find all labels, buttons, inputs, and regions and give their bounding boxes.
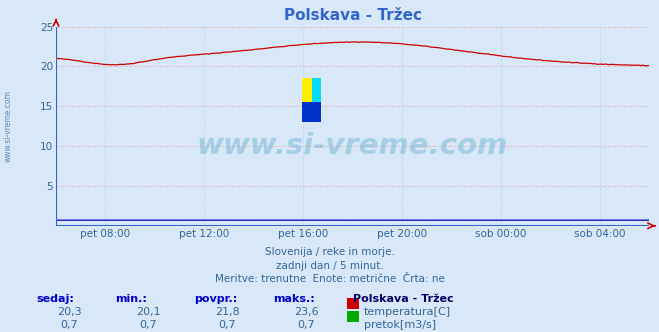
Text: Slovenija / reke in morje.: Slovenija / reke in morje. <box>264 247 395 257</box>
Text: zadnji dan / 5 minut.: zadnji dan / 5 minut. <box>275 261 384 271</box>
Bar <box>312 78 321 103</box>
Bar <box>302 78 312 103</box>
Text: 0,7: 0,7 <box>219 320 236 330</box>
Text: Meritve: trenutne  Enote: metrične  Črta: ne: Meritve: trenutne Enote: metrične Črta: … <box>215 274 444 284</box>
Bar <box>302 103 321 122</box>
Text: 20,1: 20,1 <box>136 307 161 317</box>
Text: 0,7: 0,7 <box>61 320 78 330</box>
Text: 21,8: 21,8 <box>215 307 240 317</box>
Bar <box>312 103 321 113</box>
Text: povpr.:: povpr.: <box>194 294 238 304</box>
Text: 23,6: 23,6 <box>294 307 319 317</box>
Text: maks.:: maks.: <box>273 294 315 304</box>
Text: sedaj:: sedaj: <box>36 294 74 304</box>
Text: pretok[m3/s]: pretok[m3/s] <box>364 320 436 330</box>
Text: 0,7: 0,7 <box>140 320 157 330</box>
Text: Polskava - Tržec: Polskava - Tržec <box>353 294 453 304</box>
Text: 0,7: 0,7 <box>298 320 315 330</box>
Text: min.:: min.: <box>115 294 147 304</box>
Text: temperatura[C]: temperatura[C] <box>364 307 451 317</box>
Text: 20,3: 20,3 <box>57 307 82 317</box>
Title: Polskava - Tržec: Polskava - Tržec <box>283 8 422 23</box>
Text: www.si-vreme.com: www.si-vreme.com <box>197 132 508 160</box>
Text: www.si-vreme.com: www.si-vreme.com <box>3 90 13 162</box>
